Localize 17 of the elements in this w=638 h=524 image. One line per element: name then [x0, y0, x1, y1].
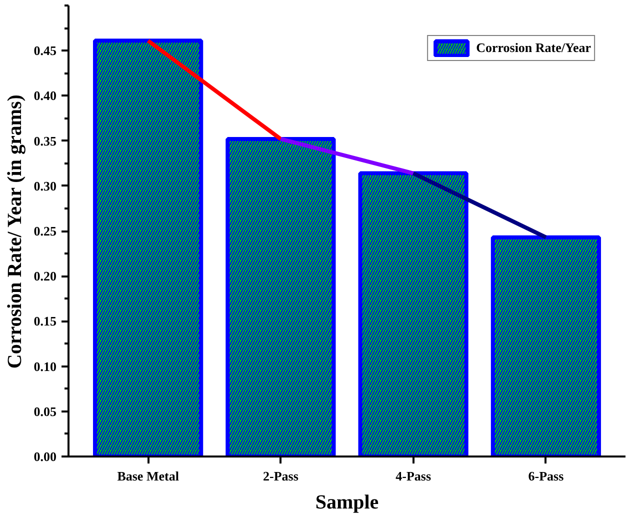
x-axis-title: Sample [315, 492, 379, 514]
y-tick-label: 0.20 [34, 268, 56, 284]
x-tick-label: 2-Pass [262, 468, 298, 484]
x-tick-label: 6-Pass [528, 468, 564, 484]
y-tick-label: 0.00 [34, 449, 56, 464]
y-tick-label: 0.40 [34, 88, 56, 104]
x-tick-label: 4-Pass [396, 468, 432, 484]
y-tick-label: 0.25 [34, 224, 57, 238]
y-tick-label: 0.30 [34, 178, 56, 194]
y-tick-label: 0.05 [34, 404, 57, 419]
legend-label: Corrosion Rate/Year [476, 40, 591, 56]
y-tick-label: 0.45 [34, 43, 57, 58]
x-tick-label: Base Metal [117, 468, 180, 484]
y-axis-title: Corrosion Rate/ Year (in grams) [4, 94, 26, 369]
y-tick-label: 0.10 [34, 358, 56, 374]
y-tick-label: 0.35 [34, 133, 57, 148]
y-tick-label: 0.15 [34, 314, 57, 329]
